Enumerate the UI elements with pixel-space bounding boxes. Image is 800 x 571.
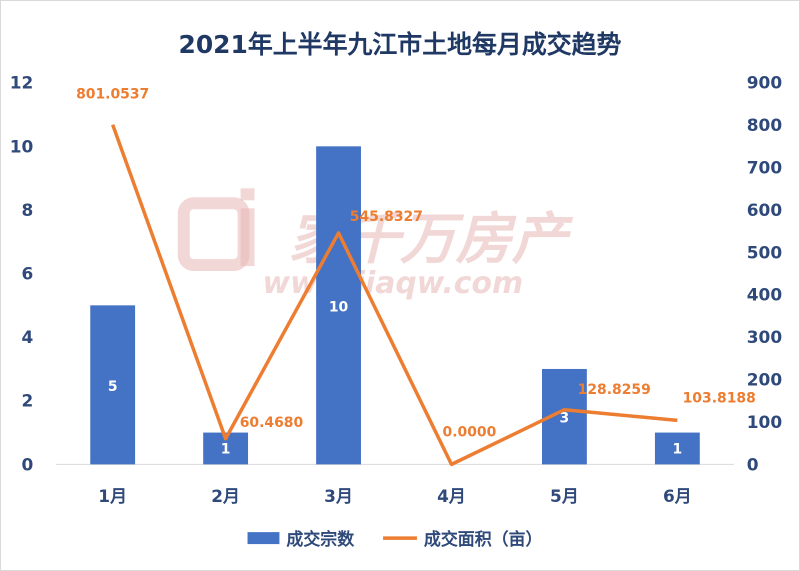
x-tick-label: 6月 — [663, 486, 692, 506]
bar — [654, 432, 700, 465]
right-tick-label: 900 — [747, 73, 782, 93]
line-path — [111, 124, 678, 467]
x-axis: 1月 2月 3月 4月 5月 6月 — [98, 486, 691, 506]
bar-data-label: 1 — [673, 441, 683, 457]
right-axis: 0 100 200 300 400 500 600 700 800 900 — [747, 73, 782, 475]
bar — [90, 305, 136, 465]
bar — [316, 146, 361, 465]
left-tick-label: 0 — [21, 454, 33, 474]
legend: 成交宗数 成交面积（亩） — [247, 529, 543, 549]
right-tick-label: 0 — [747, 454, 759, 474]
line-data-label: 801.0537 — [76, 87, 149, 103]
left-tick-label: 10 — [10, 136, 34, 156]
left-tick-label: 2 — [21, 391, 33, 411]
bar-data-label: 10 — [329, 299, 349, 315]
right-tick-label: 800 — [747, 115, 782, 135]
line-data-label: 103.8188 — [683, 390, 756, 406]
left-tick-label: 6 — [21, 264, 33, 284]
bar-data-label: 1 — [221, 441, 231, 457]
right-tick-label: 200 — [747, 370, 782, 390]
right-tick-label: 500 — [747, 242, 782, 262]
x-tick-label: 2月 — [211, 486, 240, 506]
bar-series: 5 1 10 3 1 — [90, 146, 700, 465]
right-tick-label: 300 — [747, 327, 782, 347]
left-tick-label: 8 — [21, 200, 33, 220]
x-tick-label: 5月 — [550, 486, 579, 506]
watermark-logo-icon — [177, 188, 255, 272]
legend-bar-label: 成交宗数 — [286, 529, 355, 549]
line-data-label: 60.4680 — [240, 415, 304, 431]
left-tick-label: 4 — [21, 327, 33, 347]
legend-line-label: 成交面积（亩） — [424, 529, 543, 549]
bar-data-label: 5 — [108, 379, 118, 395]
x-tick-label: 3月 — [324, 486, 353, 506]
x-tick-label: 1月 — [98, 486, 127, 506]
right-tick-label: 100 — [747, 412, 782, 432]
right-tick-label: 700 — [747, 158, 782, 178]
watermark: 家千万房产 www.jiaqw.com — [177, 188, 574, 301]
left-axis: 0 2 4 6 8 10 12 — [10, 73, 34, 475]
line-series: 801.053760.4680545.83270.0000128.8259103… — [76, 87, 756, 467]
bar-data-label: 3 — [560, 411, 570, 427]
right-tick-label: 400 — [747, 285, 782, 305]
watermark-url: www.jiaqw.com — [262, 266, 523, 301]
line-data-label: 128.8259 — [578, 382, 651, 398]
right-tick-label: 600 — [747, 200, 782, 220]
chart-title: 2021年上半年九江市土地每月成交趋势 — [179, 30, 622, 59]
line-data-label: 545.8327 — [350, 209, 423, 225]
legend-bar-swatch — [247, 532, 280, 545]
line-data-label: 0.0000 — [443, 424, 497, 440]
left-tick-label: 12 — [10, 73, 34, 93]
x-tick-label: 4月 — [437, 486, 466, 506]
